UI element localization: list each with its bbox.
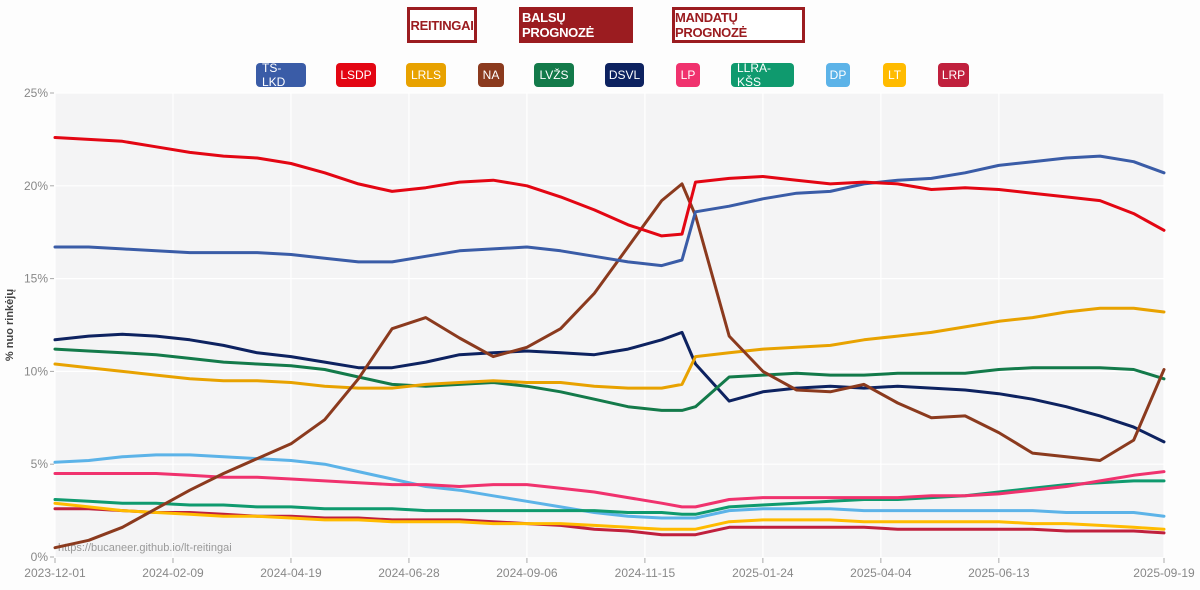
x-tick-label: 2025-06-13 [968,566,1030,580]
legend-item-lrls[interactable]: LRLS [406,63,446,87]
plot-area [55,93,1164,557]
x-tick-label: 2025-09-19 [1133,566,1195,580]
series-line-dp[interactable] [53,453,1166,520]
y-tick-label: 0% [31,550,49,564]
x-tick-label: 2023-12-01 [24,566,86,580]
series-line-ts-lkd[interactable] [53,154,1166,268]
legend-item-lrp[interactable]: LRP [938,63,969,87]
gridlines [54,92,1165,557]
series-line-lsdp[interactable] [53,136,1166,238]
x-axis: 2023-12-01 2024-02-09 2024-04-19 2024-06-28… [24,558,1195,580]
legend-item-dsvl[interactable]: DSVL [605,63,644,87]
tab-mandatu-prognoze[interactable]: MANDATŲ PROGNOZĖ [672,7,805,43]
series-line-dsvl[interactable] [53,330,1166,444]
legend-item-lsdp[interactable]: LSDP [336,63,376,87]
x-tick-label: 2024-06-28 [378,566,440,580]
series-line-lp[interactable] [53,470,1166,509]
x-tick-label: 2024-09-06 [496,566,558,580]
y-tick-label: 15% [24,272,48,286]
y-axis-label: % nuo rinkėjų [4,289,16,361]
legend-item-lvzs[interactable]: LVŽS [534,63,574,87]
legend-item-dp[interactable]: DP [826,63,850,87]
legend-item-ts-lkd[interactable]: TS-LKD [256,61,306,89]
x-tick-label: 2024-11-15 [615,566,676,580]
legend-item-na[interactable]: NA [478,63,504,87]
y-tick-label: 5% [31,457,49,471]
y-axis: 0% 5% 10% 15% 20% 25% [24,86,54,564]
view-switcher: REITINGAI BALSŲ PROGNOZĖ MANDATŲ PROGNOZ… [0,7,1200,43]
x-tick-label: 2025-04-04 [850,566,912,580]
tab-balsu-prognoze[interactable]: BALSŲ PROGNOZĖ [519,7,633,43]
y-tick-label: 10% [24,364,48,378]
tab-reitingai[interactable]: REITINGAI [407,7,477,43]
series-line-lrls[interactable] [53,306,1166,390]
x-tick-label: 2024-02-09 [142,566,204,580]
series-line-lv-s[interactable] [53,347,1166,412]
y-tick-label: 25% [24,86,48,100]
legend-item-llra-kss[interactable]: LLRA-KŠS [731,61,794,89]
x-tick-label: 2025-01-24 [732,566,794,580]
series-line-lt[interactable] [53,501,1166,531]
credit-text: https://bucaneer.github.io/lt-reitingai [58,542,232,554]
legend-item-lp[interactable]: LP [676,63,700,87]
series-line-na[interactable] [53,182,1166,550]
y-tick-label: 20% [24,179,48,193]
x-tick-label: 2024-04-19 [260,566,322,580]
chart-legend: TS-LKD LSDP LRLS NA LVŽS DSVL LP LLRA-KŠ… [0,61,1200,89]
series-lines [53,136,1166,550]
legend-item-lt[interactable]: LT [883,63,906,87]
